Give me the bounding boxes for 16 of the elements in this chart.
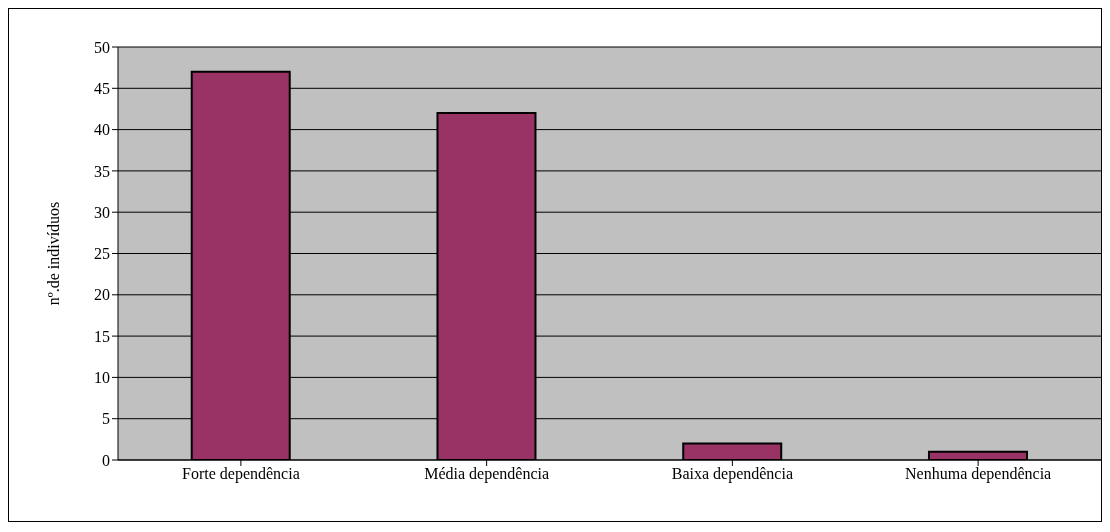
y-tick-label: 40 xyxy=(94,121,110,139)
y-axis-title: nº.de indivíduos xyxy=(44,201,62,306)
y-tick-label: 50 xyxy=(94,38,110,56)
y-tick-label: 45 xyxy=(94,79,110,97)
x-tick-label: Forte dependência xyxy=(182,465,300,484)
y-tick-label: 15 xyxy=(94,327,110,345)
y-tick-label: 10 xyxy=(94,369,110,387)
y-tick-label: 5 xyxy=(102,410,110,428)
y-tick-label: 20 xyxy=(94,286,110,304)
x-tick-label: Média dependência xyxy=(424,465,550,484)
y-tick-label: 25 xyxy=(94,245,110,263)
y-tick-label: 0 xyxy=(102,451,110,469)
y-tick-label: 35 xyxy=(94,162,110,180)
y-tick-label: 30 xyxy=(94,203,110,221)
x-tick-label: Baixa dependência xyxy=(671,465,794,484)
x-tick-label: Nenhuma dependência xyxy=(905,465,1052,484)
